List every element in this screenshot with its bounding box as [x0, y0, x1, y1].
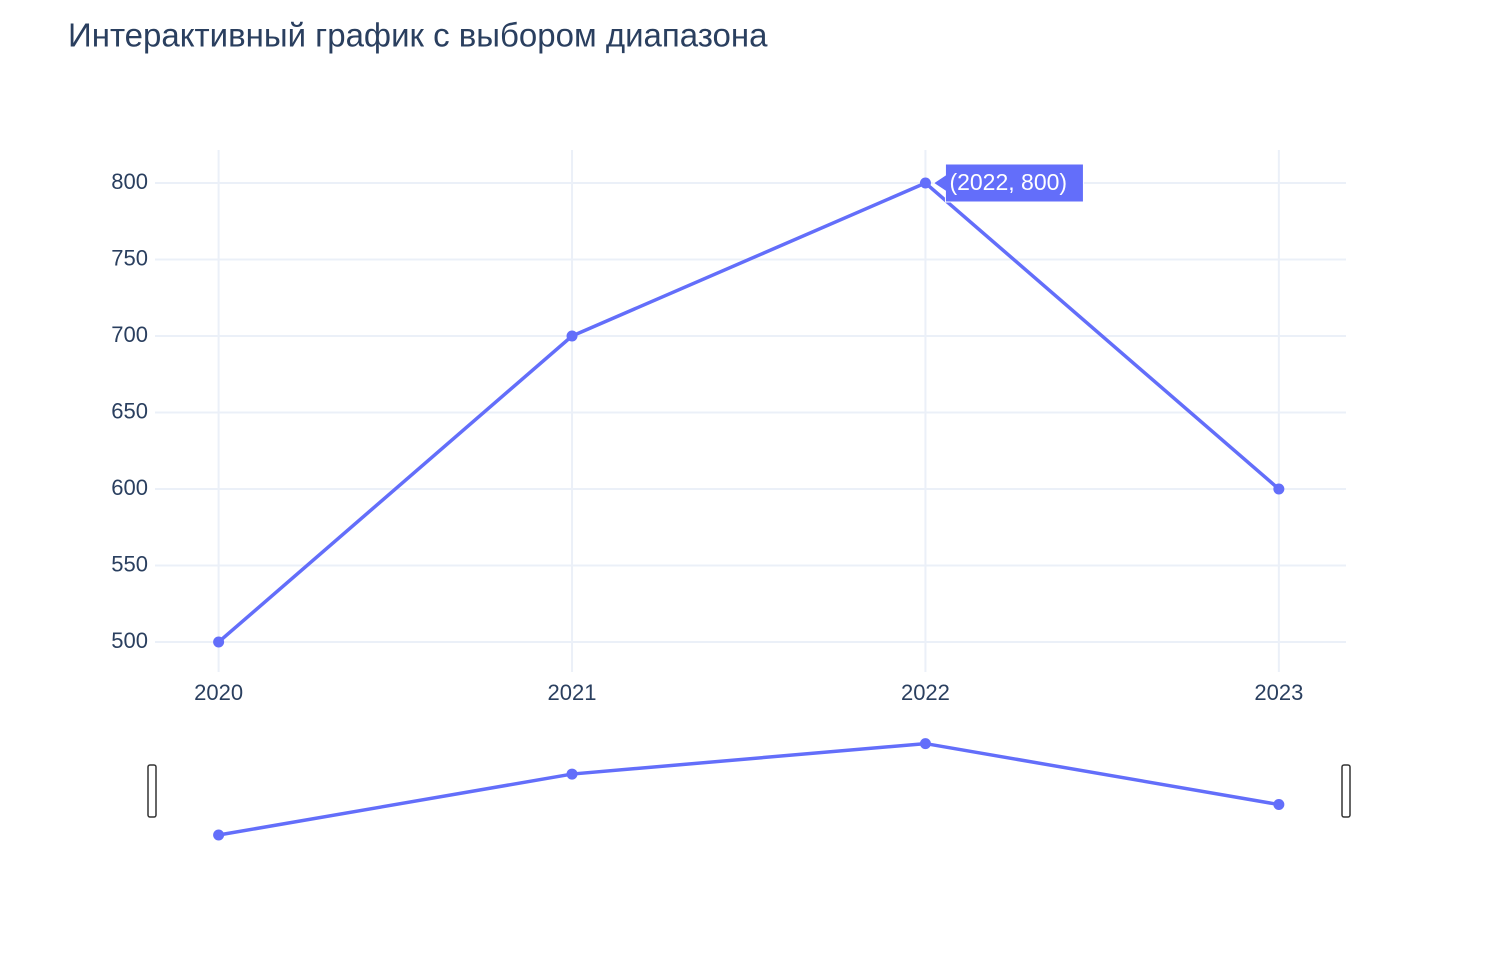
marker	[919, 177, 931, 189]
y-tick-label: 550	[111, 551, 148, 576]
rangeslider-marker	[1273, 799, 1285, 811]
chart-title: Интерактивный график с выбором диапазона	[68, 17, 768, 54]
y-tick-label: 700	[111, 322, 148, 347]
rangeslider-marker	[566, 768, 578, 780]
marker	[1273, 483, 1285, 495]
x-tick-label: 2022	[901, 680, 950, 705]
y-tick-label: 500	[111, 628, 148, 653]
rangeslider-marker	[919, 738, 931, 750]
rangeslider-marker	[213, 829, 225, 841]
y-tick-label: 750	[111, 245, 148, 270]
rangeslider-handle[interactable]	[1341, 764, 1351, 818]
marker	[566, 330, 578, 342]
tooltip-text: (2022, 800)	[949, 169, 1067, 195]
x-tick-label: 2020	[194, 680, 243, 705]
marker	[213, 636, 225, 648]
rangeslider-handle[interactable]	[147, 764, 157, 818]
x-tick-label: 2021	[548, 680, 597, 705]
tooltip-box	[932, 163, 1084, 203]
y-tick-label: 600	[111, 475, 148, 500]
x-tick-label: 2023	[1254, 680, 1303, 705]
rangeslider-line	[218, 741, 1280, 837]
series-line	[217, 181, 1280, 644]
y-tick-label: 650	[111, 398, 148, 423]
y-tick-label: 800	[111, 169, 148, 194]
